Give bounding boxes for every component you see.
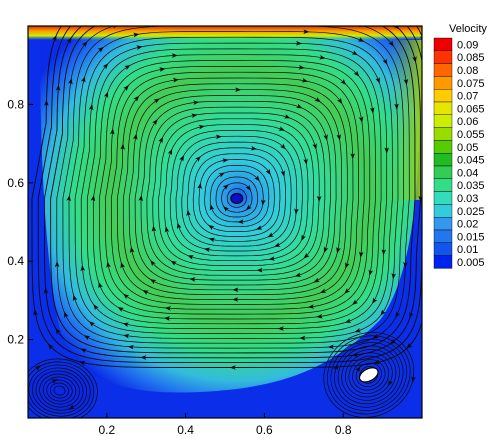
streamline-arrow-30-90	[237, 17, 243, 22]
x-tick-label-1: 0.4	[177, 423, 194, 437]
legend-swatch-10	[434, 166, 452, 179]
right-jet-band	[388, 40, 422, 200]
legend-swatch-6	[434, 115, 452, 128]
legend-swatch-3	[434, 76, 452, 89]
legend-label-3: 0.075	[457, 78, 485, 90]
legend-label-17: 0.005	[457, 257, 485, 269]
legend-swatch-17	[434, 256, 452, 269]
y-tick-label-1: 0.4	[7, 254, 24, 268]
legend-swatch-2	[434, 64, 452, 77]
legend-swatch-1	[434, 51, 452, 64]
y-tick-label-2: 0.6	[7, 176, 24, 190]
legend-swatch-0	[434, 38, 452, 51]
streamline-arrow-34-118	[429, 101, 434, 107]
streamline-arrow-32-80	[93, 14, 100, 20]
legend-swatch-11	[434, 179, 452, 192]
x-tick-label-3: 0.8	[335, 423, 352, 437]
legend-label-4: 0.07	[457, 91, 478, 103]
x-tick-label-0: 0.2	[98, 423, 115, 437]
legend-label-2: 0.08	[457, 65, 478, 77]
legend-label-13: 0.025	[457, 206, 485, 218]
legend-label-1: 0.085	[457, 52, 485, 64]
streamline-arrow-32-88	[154, 6, 160, 11]
legend-swatch-9	[434, 153, 452, 166]
primary-vortex-core	[231, 193, 243, 203]
legend-swatch-15	[434, 230, 452, 243]
legend-swatch-12	[434, 192, 452, 205]
streamline-arrow-32-96	[357, 9, 364, 15]
plot-area	[18, 0, 434, 433]
legend-label-14: 0.02	[457, 219, 478, 231]
legend-label-8: 0.05	[457, 142, 478, 154]
legend-label-10: 0.04	[457, 167, 478, 179]
y-tick-label-0: 0.2	[7, 333, 24, 347]
legend-swatch-5	[434, 102, 452, 115]
legend-swatch-13	[434, 204, 452, 217]
streamline-arrow-34-102	[397, 7, 405, 14]
legend-label-11: 0.035	[457, 180, 485, 192]
x-tick-label-2: 0.6	[256, 423, 273, 437]
legend-labels: 0.090.0850.080.0750.070.0650.060.0550.05…	[457, 39, 485, 269]
streamline-arrow-34-94	[350, 0, 356, 1]
legend-swatch-16	[434, 243, 452, 256]
legend-swatch-7	[434, 128, 452, 141]
legend-label-5: 0.065	[457, 103, 485, 115]
y-tick-label-3: 0.8	[7, 97, 24, 111]
legend-label-12: 0.03	[457, 193, 478, 205]
streamline-arrow-34-78	[74, 7, 81, 14]
legend-swatch-8	[434, 140, 452, 153]
legend-swatches	[434, 38, 452, 268]
legend-label-0: 0.09	[457, 39, 478, 51]
legend-label-9: 0.045	[457, 155, 485, 167]
legend-label-6: 0.06	[457, 116, 478, 128]
legend-label-15: 0.015	[457, 231, 485, 243]
legend-swatch-4	[434, 89, 452, 102]
legend-swatch-14	[434, 217, 452, 230]
legend: Velocity 0.090.0850.080.0750.070.0650.06…	[434, 23, 487, 269]
legend-label-16: 0.01	[457, 244, 478, 256]
legend-title: Velocity	[449, 23, 487, 35]
legend-label-7: 0.055	[457, 129, 485, 141]
